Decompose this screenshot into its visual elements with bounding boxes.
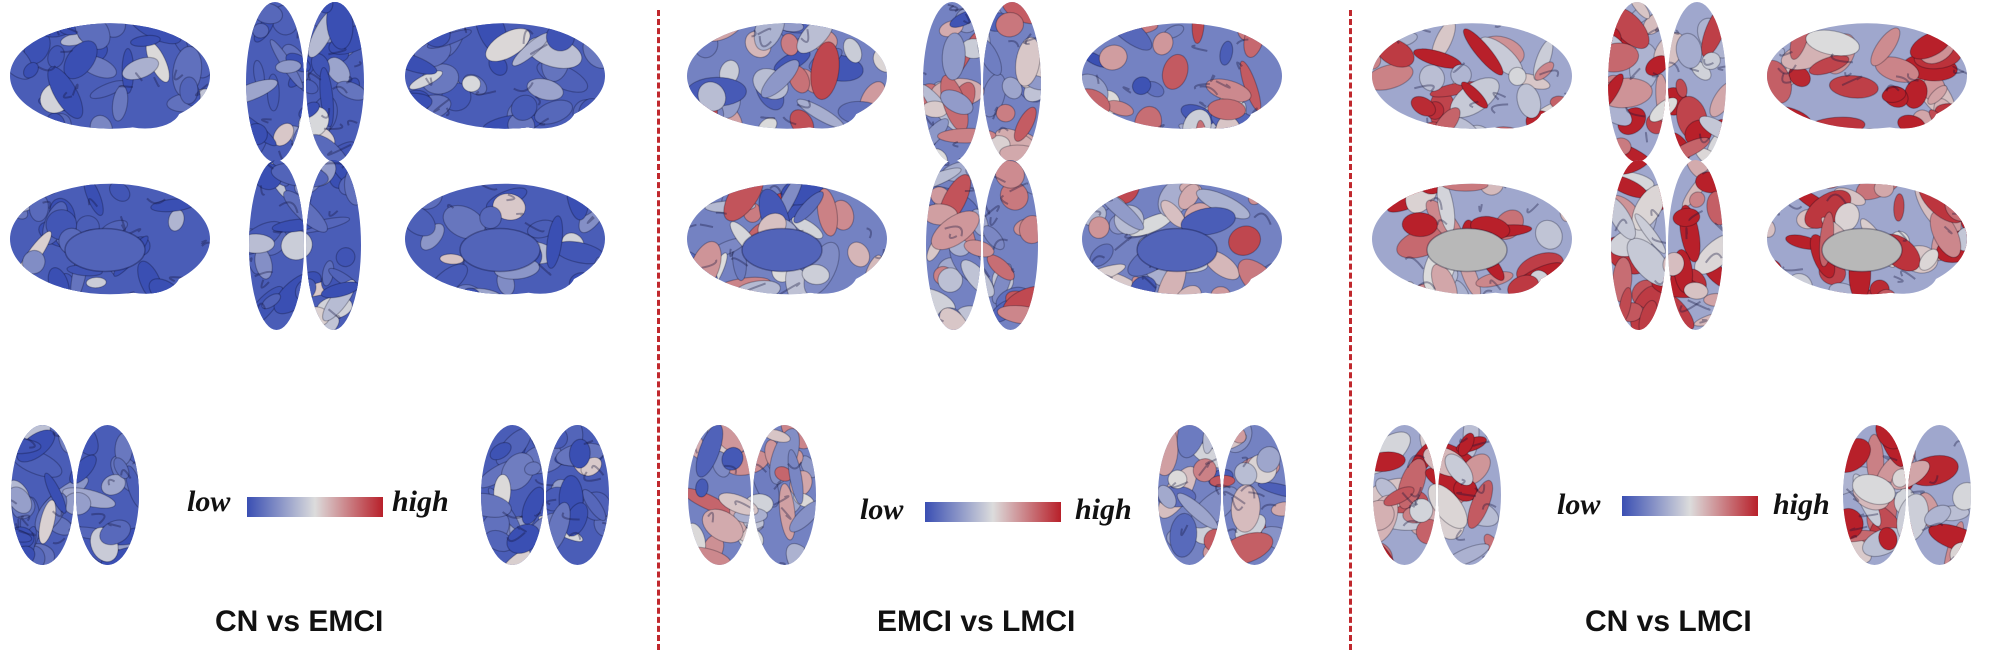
legend-low-label: low bbox=[187, 485, 231, 518]
brain-view-fr bbox=[481, 425, 609, 565]
brain-view-top bbox=[249, 160, 361, 330]
brain-view-fr bbox=[1373, 425, 1501, 565]
brain-view-top bbox=[246, 2, 364, 162]
legend-high-label: high bbox=[1773, 488, 1830, 521]
legend-colorbar bbox=[1622, 496, 1758, 516]
brain-view-med bbox=[1767, 183, 1967, 295]
brain-view-lat bbox=[687, 23, 887, 129]
brain-view-med bbox=[405, 183, 605, 295]
brain-view-fr bbox=[1158, 425, 1286, 565]
legend-low-label: low bbox=[1557, 488, 1601, 521]
brain-views-cn-vs-emci bbox=[10, 2, 609, 565]
panel-caption: EMCI vs LMCI bbox=[877, 605, 1076, 638]
panel-emci-vs-lmci: low high EMCI vs LMCI bbox=[665, 0, 1345, 653]
panel-cn-vs-lmci: low high CN vs LMCI bbox=[1357, 0, 2013, 653]
legend-high-label: high bbox=[1075, 493, 1132, 526]
brain-view-med bbox=[10, 183, 210, 295]
legend-colorbar bbox=[247, 497, 383, 517]
brain-view-fr bbox=[1843, 425, 1971, 565]
brain-view-lat bbox=[1372, 23, 1572, 129]
brain-views-cn-vs-lmci bbox=[1372, 2, 1971, 565]
brain-view-lat bbox=[405, 23, 605, 129]
panel-divider bbox=[657, 10, 660, 650]
panel-caption: CN vs EMCI bbox=[215, 605, 384, 638]
panel-divider bbox=[1349, 10, 1352, 650]
brain-view-top bbox=[926, 160, 1038, 330]
panel-cn-vs-emci: low high CN vs EMCI bbox=[0, 0, 650, 653]
brain-view-top bbox=[1608, 2, 1726, 162]
panel-caption: CN vs LMCI bbox=[1585, 605, 1752, 638]
brain-view-top bbox=[1611, 160, 1723, 330]
brain-view-med bbox=[1082, 183, 1282, 295]
brain-view-lat bbox=[10, 23, 210, 129]
brain-views-emci-vs-lmci bbox=[687, 2, 1286, 565]
brain-view-fr bbox=[11, 425, 139, 565]
brain-view-fr bbox=[688, 425, 816, 565]
brain-view-lat bbox=[1767, 23, 1967, 129]
legend-colorbar bbox=[925, 502, 1061, 522]
brain-view-med bbox=[687, 183, 887, 295]
legend-low-label: low bbox=[860, 493, 904, 526]
brain-view-med bbox=[1372, 183, 1572, 295]
legend-high-label: high bbox=[392, 485, 449, 518]
brain-view-lat bbox=[1082, 23, 1282, 129]
brain-view-top bbox=[923, 2, 1041, 162]
